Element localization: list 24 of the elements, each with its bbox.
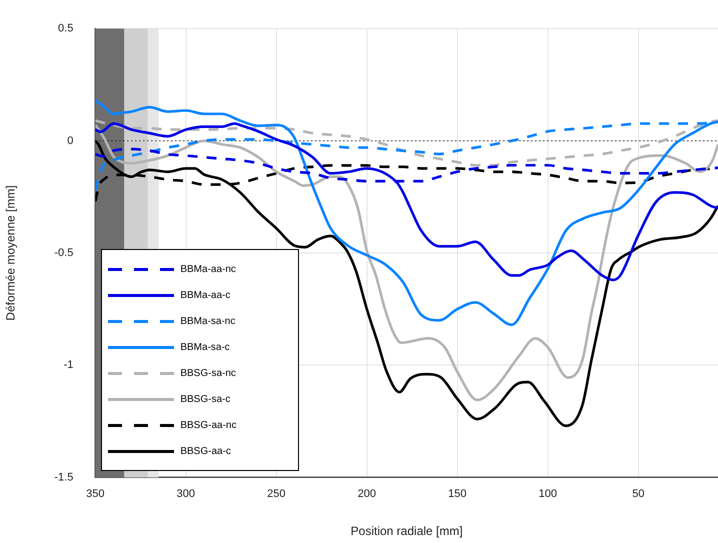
line-series: [95, 119, 718, 167]
legend-label: BBSG-aa-nc: [180, 420, 236, 431]
x-tick-label: 150: [448, 488, 467, 500]
y-tick-label: 0.5: [58, 22, 74, 35]
x-axis-title: Position radiale [mm]: [350, 524, 463, 538]
x-tick-label: 250: [267, 488, 286, 500]
legend-label: BBSG-sa-nc: [180, 368, 236, 379]
legend-label: BBSG-sa-c: [180, 394, 230, 405]
legend-label: BBMa-aa-c: [180, 290, 230, 301]
y-tick-label: -0.5: [54, 247, 74, 260]
legend-label: BBMa-aa-nc: [180, 264, 236, 275]
legend-label: BBMa-sa-nc: [180, 316, 236, 327]
x-tick-label: 100: [538, 488, 558, 500]
legend-label: BBMa-sa-c: [180, 342, 230, 353]
y-tick-label: 0: [67, 134, 74, 147]
x-tick-label: 350: [86, 488, 105, 500]
y-axis-title: Déformée moyenne [mm]: [4, 185, 18, 321]
line-series: [95, 122, 718, 282]
y-tick-label: -1.5: [54, 471, 74, 484]
x-tick-label: 200: [358, 488, 376, 500]
legend-label: BBSG-aa-c: [180, 446, 231, 457]
x-tick-label: 50: [632, 488, 644, 500]
y-tick-label: -1: [64, 359, 74, 372]
x-tick-label: 300: [176, 488, 196, 500]
